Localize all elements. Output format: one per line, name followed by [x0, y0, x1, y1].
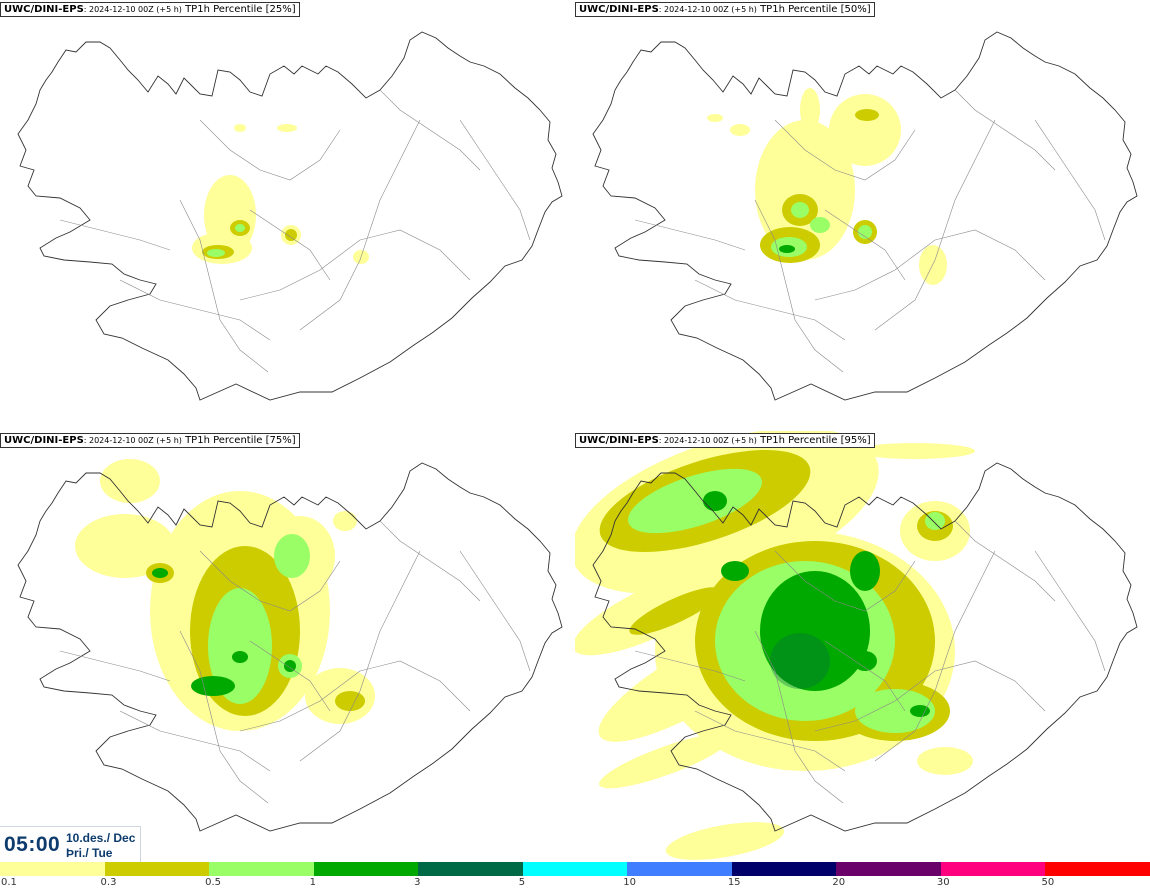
run-time: : 2024-12-10 00Z (+5 h) — [658, 436, 757, 445]
map-panel-p50: UWC/DINI-EPS: 2024-12-10 00Z (+5 h) TP1h… — [575, 0, 1150, 430]
precip-field — [75, 459, 375, 731]
field-name: TP1h Percentile [25%] — [181, 4, 296, 15]
field-name: TP1h Percentile [50%] — [756, 4, 871, 15]
valid-weekday: Þri./ Tue — [66, 846, 113, 860]
colorbar-tick-label: 20 — [832, 877, 846, 888]
iceland-map — [17, 31, 563, 401]
colorbar-tick-label: 1 — [309, 877, 316, 888]
map-panel-p25: UWC/DINI-EPS: 2024-12-10 00Z (+5 h) TP1h… — [0, 0, 575, 430]
colorbar-swatch — [313, 862, 419, 876]
field-name: TP1h Percentile [75%] — [181, 435, 296, 446]
valid-time-box: 05:00 10.des./ Dec Þri./ Tue — [0, 826, 141, 863]
colorbar-swatch — [418, 862, 523, 876]
colorbar-swatch — [0, 862, 105, 876]
colorbar-tick-label: 15 — [727, 877, 741, 888]
colorbar-tick-label: 5 — [518, 877, 526, 888]
colorbar-swatch — [104, 862, 210, 876]
precip-field — [575, 431, 975, 860]
map-panel-p95: UWC/DINI-EPS: 2024-12-10 00Z (+5 h) TP1h… — [575, 431, 1150, 861]
iceland-map — [17, 459, 563, 832]
panel-title: UWC/DINI-EPS: 2024-12-10 00Z (+5 h) TP1h… — [575, 2, 875, 17]
colorbar-tick-label: 50 — [1041, 877, 1055, 888]
colorbar-swatch — [522, 862, 628, 876]
iceland-map — [575, 431, 1138, 860]
colorbar-tick-label: 0.1 — [1, 877, 17, 888]
valid-date: 10.des./ Dec — [66, 831, 136, 845]
iceland-map — [592, 31, 1138, 401]
colorbar-swatch — [627, 862, 732, 876]
precip-field — [707, 88, 947, 285]
colorbar-swatch — [209, 862, 314, 876]
valid-time: 05:00 — [4, 833, 61, 856]
colorbar-swatch — [1045, 862, 1150, 876]
model-name: UWC/DINI-EPS — [579, 4, 659, 15]
colorbar-tick-label: 0.3 — [100, 877, 117, 888]
precip-colorbar — [0, 862, 1150, 876]
colorbar-swatch — [940, 862, 1046, 876]
colorbar-ticks: 0.1 0.3 0.5 1 3 5 10 15 20 30 50 — [0, 877, 1150, 891]
model-name: UWC/DINI-EPS — [579, 435, 659, 446]
panel-title: UWC/DINI-EPS: 2024-12-10 00Z (+5 h) TP1h… — [575, 433, 875, 448]
colorbar-tick-label: 0.5 — [205, 877, 221, 888]
colorbar-tick-label: 30 — [936, 877, 950, 888]
panel-title: UWC/DINI-EPS: 2024-12-10 00Z (+5 h) TP1h… — [0, 433, 300, 448]
map-panel-p75: UWC/DINI-EPS: 2024-12-10 00Z (+5 h) TP1h… — [0, 431, 575, 861]
colorbar-swatch — [731, 862, 837, 876]
colorbar-tick-label: 10 — [623, 877, 636, 888]
model-name: UWC/DINI-EPS — [4, 435, 84, 446]
precip-field — [192, 124, 369, 264]
run-time: : 2024-12-10 00Z (+5 h) — [83, 436, 182, 445]
field-name: TP1h Percentile [95%] — [756, 435, 871, 446]
model-name: UWC/DINI-EPS — [4, 4, 84, 15]
colorbar-swatch — [836, 862, 941, 876]
run-time: : 2024-12-10 00Z (+5 h) — [83, 5, 182, 14]
colorbar-tick-label: 3 — [414, 877, 421, 888]
panel-title: UWC/DINI-EPS: 2024-12-10 00Z (+5 h) TP1h… — [0, 2, 300, 17]
run-time: : 2024-12-10 00Z (+5 h) — [658, 5, 757, 14]
